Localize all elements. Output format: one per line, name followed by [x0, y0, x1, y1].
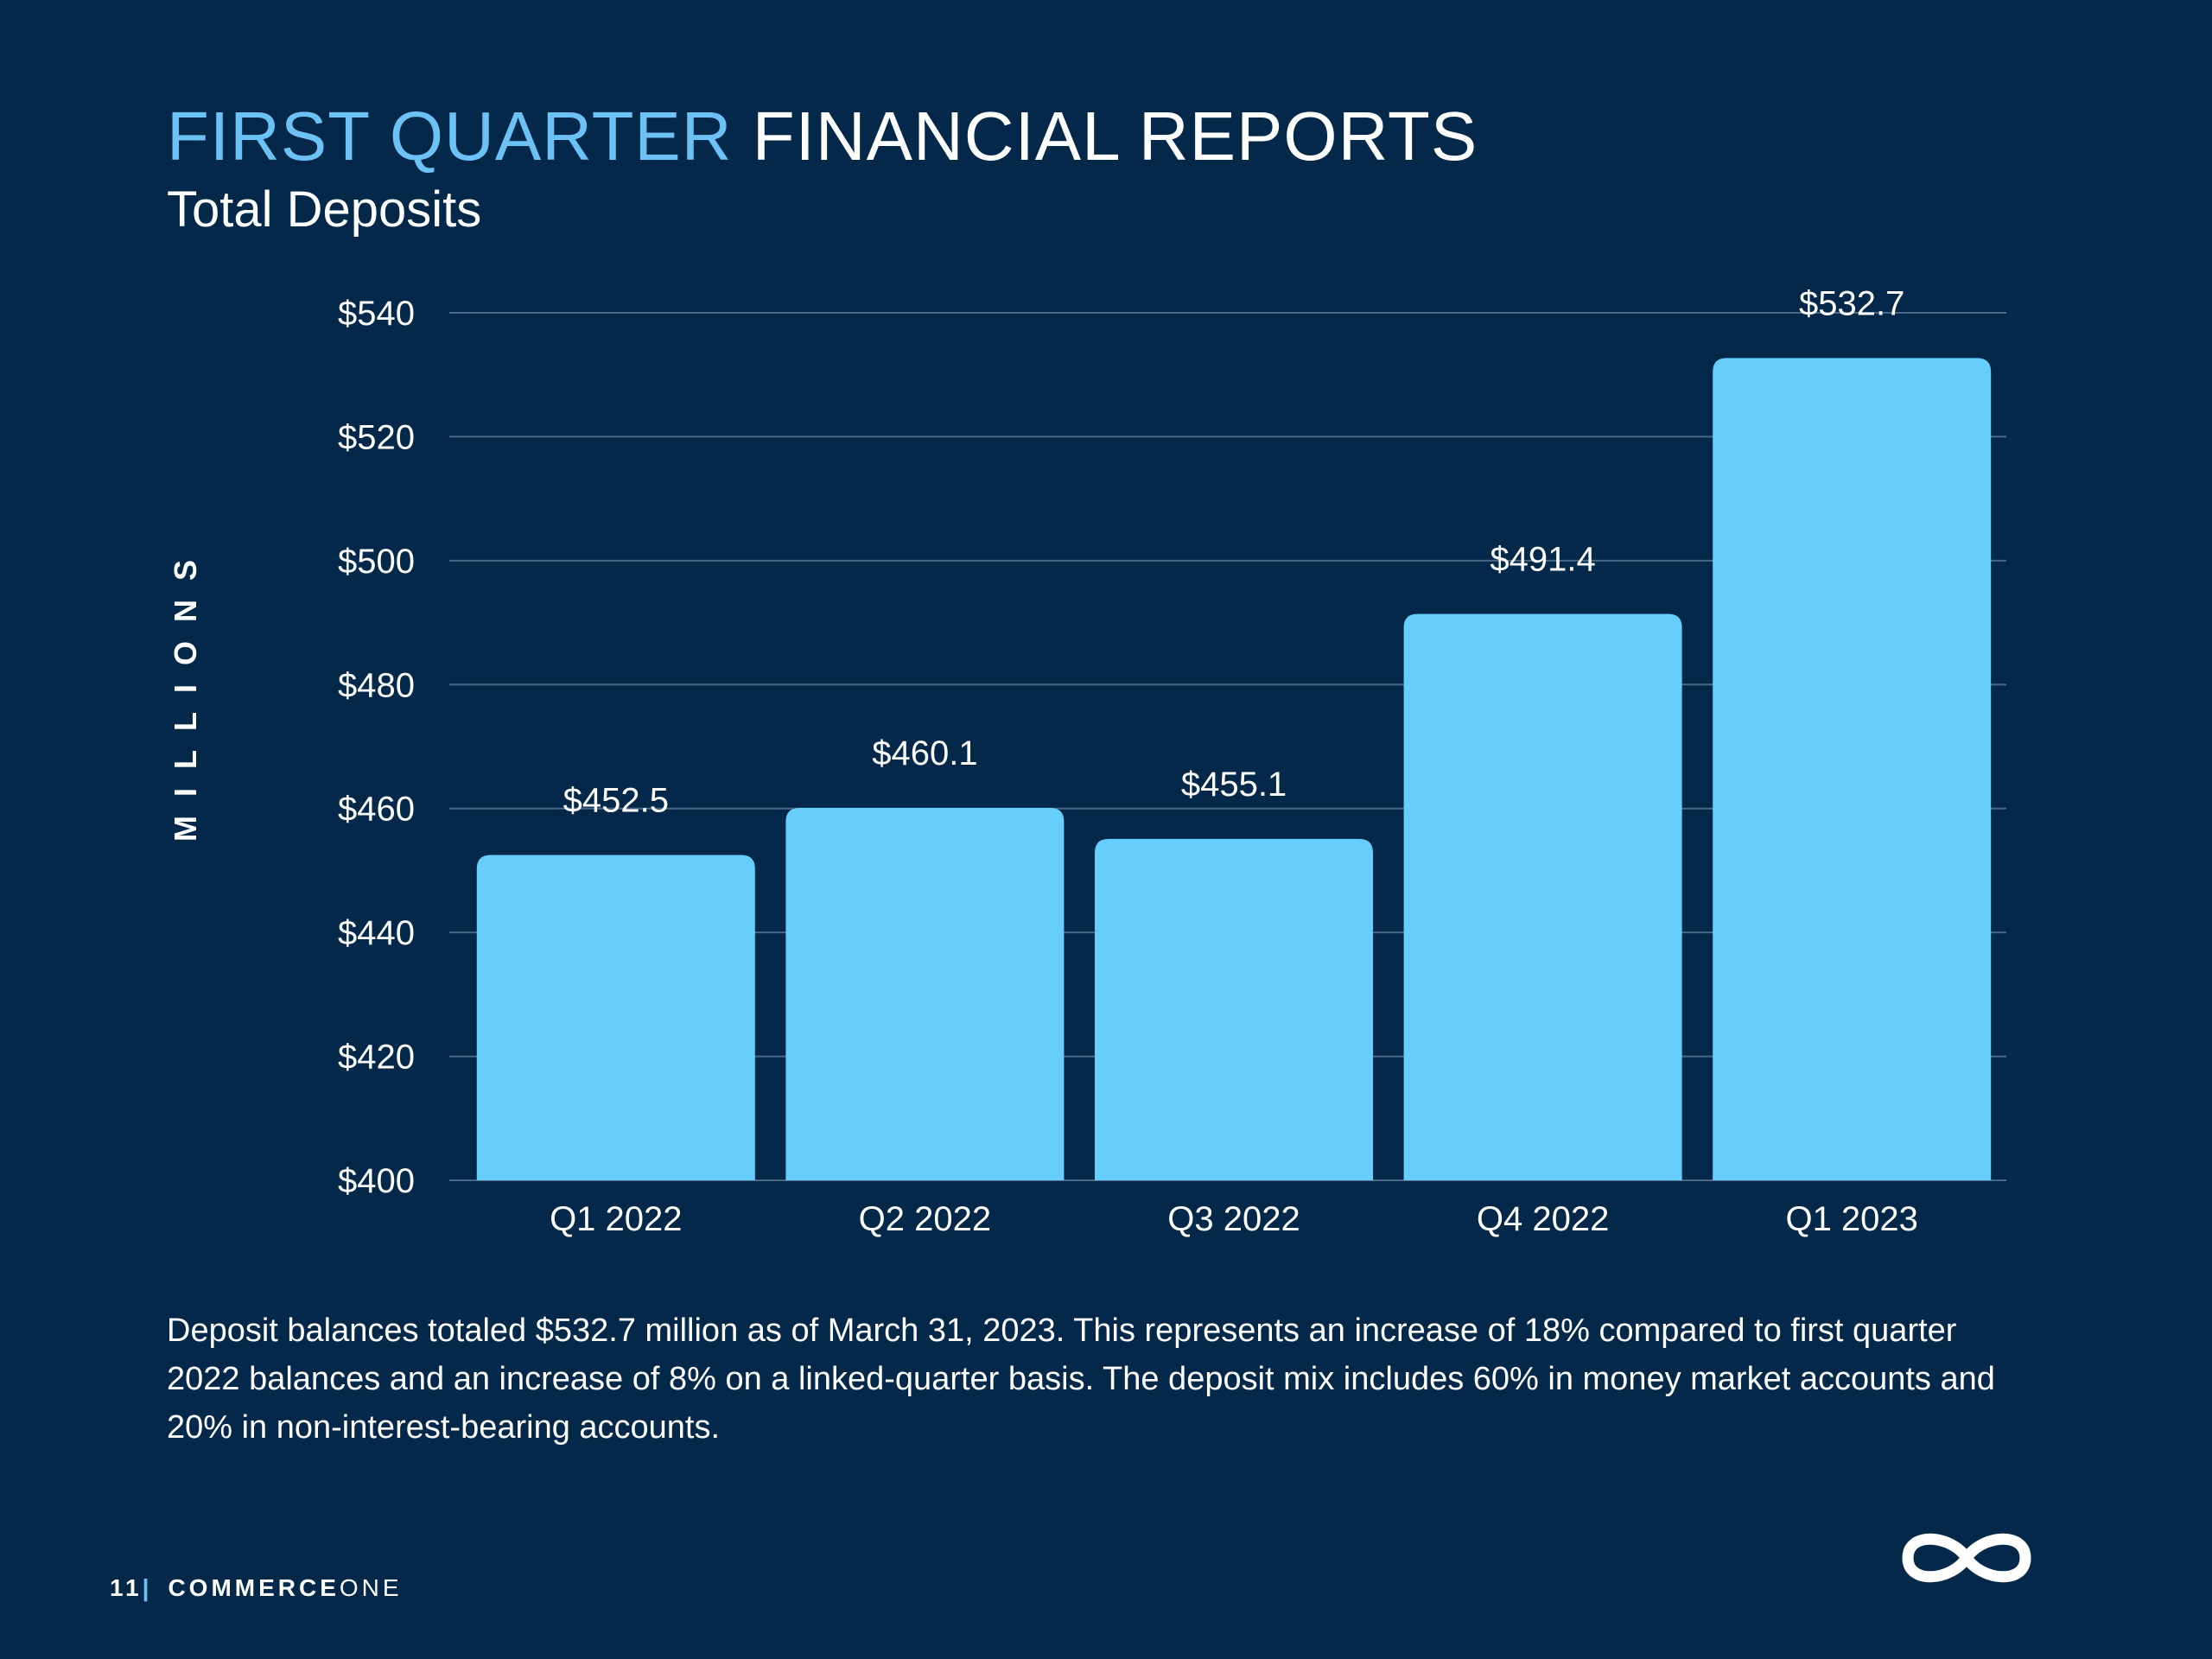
y-tick-label: $500	[338, 543, 415, 581]
bar	[1713, 358, 1992, 1180]
bar	[785, 807, 1065, 1180]
brand-name-bold: COMMERCE	[168, 1574, 340, 1601]
bar-value-label: $491.4	[1490, 541, 1595, 579]
x-axis-tick-labels: Q1 2022 Q2 2022 Q3 2022 Q4 2022 Q1 2023	[550, 1200, 1918, 1238]
y-tick-label: $540	[338, 295, 415, 333]
footer: 11| COMMERCEONE	[110, 1574, 403, 1602]
bar	[476, 855, 755, 1180]
bar	[1095, 838, 1373, 1180]
page-title: FIRST QUARTER FINANCIAL REPORTS	[167, 102, 1478, 171]
bar-value-label: $455.1	[1181, 766, 1287, 804]
footer-separator: |	[142, 1574, 153, 1601]
infinity-icon	[1902, 1533, 2031, 1583]
title-rest: FINANCIAL REPORTS	[752, 98, 1478, 175]
x-tick-label: Q1 2022	[550, 1200, 682, 1238]
x-tick-label: Q2 2022	[859, 1200, 991, 1238]
deposits-bar-chart: $400 $420 $440 $460 $480 $500 $520 $540 Q1 2022…	[338, 284, 2006, 1238]
x-tick-label: Q4 2022	[1477, 1200, 1609, 1238]
bar-value-label: $532.7	[1799, 284, 1904, 322]
y-tick-label: $480	[338, 666, 415, 704]
x-tick-label: Q1 2023	[1785, 1200, 1917, 1238]
y-tick-label: $460	[338, 791, 415, 829]
brand-name-light: ONE	[339, 1574, 403, 1601]
y-tick-label: $400	[338, 1162, 415, 1200]
bar	[1403, 613, 1682, 1180]
bar-value-label: $460.1	[872, 734, 977, 772]
bar-value-labels: $452.5 $460.1 $455.1 $491.4 $532.7	[563, 284, 1905, 819]
y-tick-label: $520	[338, 418, 415, 456]
y-axis-tick-labels: $400 $420 $440 $460 $480 $500 $520 $540	[338, 295, 415, 1200]
y-tick-label: $420	[338, 1039, 415, 1077]
page-subtitle: Total Deposits	[167, 181, 482, 238]
bar-value-label: $452.5	[563, 782, 669, 820]
bars	[476, 358, 1992, 1180]
title-accent: FIRST QUARTER	[167, 98, 733, 175]
description-text: Deposit balances totaled $532.7 million …	[167, 1313, 1995, 1446]
y-tick-label: $440	[338, 914, 415, 952]
page-number: 11	[110, 1574, 143, 1601]
x-tick-label: Q3 2022	[1167, 1200, 1300, 1238]
